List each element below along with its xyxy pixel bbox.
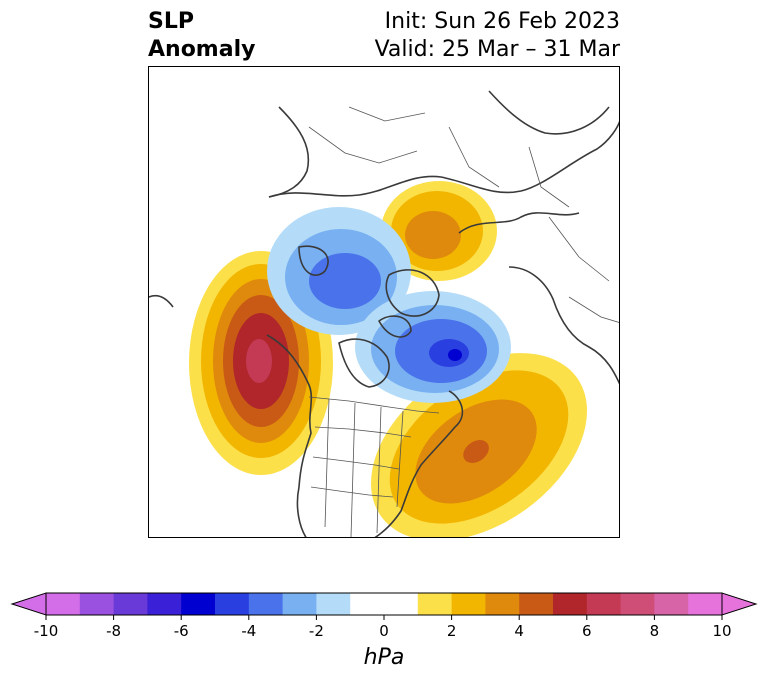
title-variable: SLP bbox=[148, 9, 194, 34]
colorbar-swatch bbox=[485, 593, 520, 615]
colorbar-swatch bbox=[316, 593, 351, 615]
colorbar-swatch bbox=[79, 593, 115, 615]
colorbar-tick-label: -2 bbox=[309, 622, 324, 640]
colorbar-swatch bbox=[181, 593, 216, 615]
colorbar-swatch bbox=[417, 593, 453, 615]
colorbar-swatch bbox=[384, 593, 419, 615]
western-atlantic-high bbox=[370, 353, 588, 537]
borders bbox=[308, 106, 619, 537]
colorbar-swatch bbox=[519, 593, 554, 615]
colorbar-scale: -10 -8 -6 -4 -2 0 2 4 6 8 10 bbox=[10, 592, 758, 640]
colorbar-swatch bbox=[620, 593, 655, 615]
coastlines bbox=[149, 90, 619, 537]
colorbar-swatch bbox=[113, 593, 148, 615]
valid-range: Valid: 25 Mar – 31 Mar bbox=[374, 37, 620, 62]
colorbar-swatch bbox=[350, 593, 385, 615]
colorbar-swatch bbox=[688, 593, 723, 615]
colorbar-unit: hPa bbox=[363, 645, 405, 670]
colorbar-swatch bbox=[46, 593, 81, 615]
colorbar-extend-high bbox=[721, 592, 758, 616]
colorbar-swatch bbox=[147, 593, 182, 615]
colorbar-tick-label: -8 bbox=[106, 622, 121, 640]
colorbar-swatch bbox=[282, 593, 317, 615]
slp-anomaly-map bbox=[148, 66, 620, 538]
colorbar-swatch bbox=[586, 593, 622, 615]
map-title: SLP Anomaly bbox=[148, 8, 255, 64]
colorbar-tick-label: 6 bbox=[582, 622, 592, 640]
colorbar-tick-label: 4 bbox=[514, 622, 524, 640]
colorbar-tick-label: -4 bbox=[241, 622, 256, 640]
colorbar-swatch bbox=[451, 593, 486, 615]
title-type: Anomaly bbox=[148, 37, 256, 62]
map-dates: Init: Sun 26 Feb 2023 Valid: 25 Mar – 31… bbox=[375, 8, 620, 64]
colorbar-swatch bbox=[215, 593, 250, 615]
colorbar-tick-label: 8 bbox=[650, 622, 660, 640]
colorbar-tick-label: 2 bbox=[447, 622, 457, 640]
colorbar-tick-label: -10 bbox=[34, 622, 59, 640]
colorbar-swatch bbox=[553, 593, 588, 615]
arctic-canada-low bbox=[355, 291, 511, 403]
colorbar-swatch bbox=[654, 593, 689, 615]
arctic-ocean-low bbox=[267, 207, 411, 335]
map-canvas bbox=[149, 90, 619, 537]
colorbar-tick-label: 0 bbox=[379, 622, 389, 640]
colorbar-tick-label: 10 bbox=[712, 622, 731, 640]
colorbar-swatch bbox=[248, 593, 284, 615]
init-date: Init: Sun 26 Feb 2023 bbox=[384, 9, 620, 34]
colorbar-tick-label: -6 bbox=[174, 622, 189, 640]
colorbar-extend-low bbox=[10, 592, 47, 616]
colorbar: -10 -8 -6 -4 -2 0 2 4 6 8 10 bbox=[0, 586, 768, 650]
siberian-high bbox=[381, 181, 497, 281]
